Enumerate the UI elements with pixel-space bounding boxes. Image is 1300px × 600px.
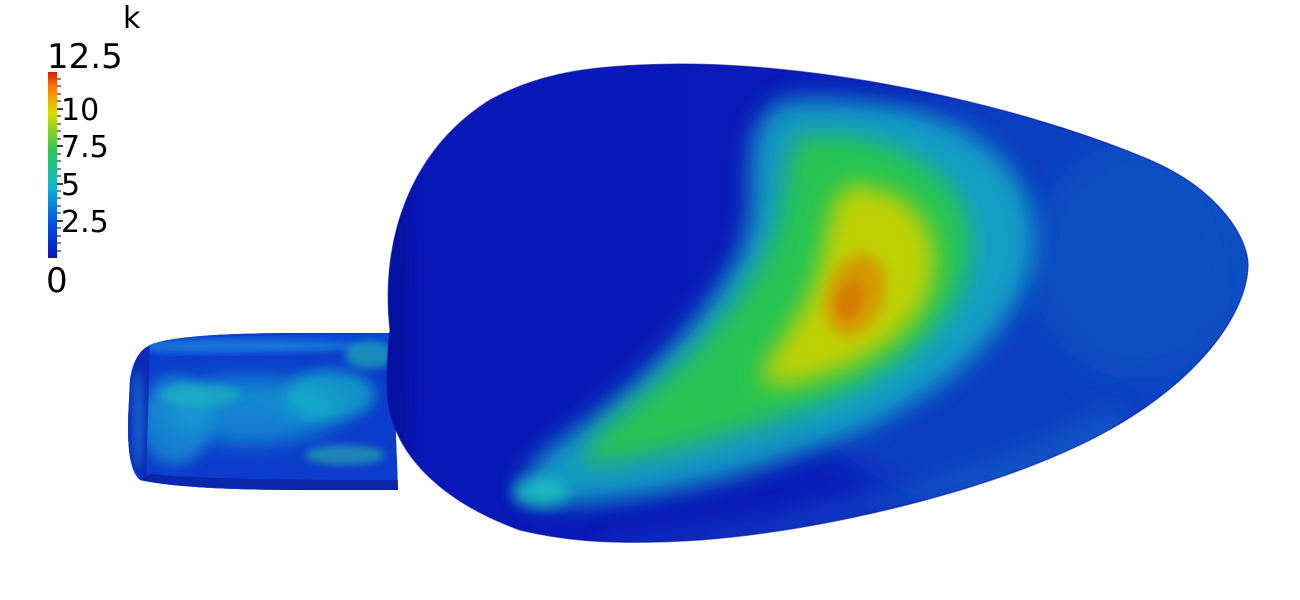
color-legend	[48, 72, 63, 258]
color-legend-bar	[48, 72, 57, 258]
mirror-housing	[128, 333, 398, 490]
color-legend-tick-label: 2.5	[61, 205, 109, 240]
color-legend-tick-label: 5	[61, 168, 81, 203]
color-legend-title: k	[123, 1, 141, 36]
color-legend-min-label: 0	[46, 261, 68, 301]
color-legend-tick-label: 7.5	[61, 130, 109, 165]
color-legend-max-label: 12.5	[47, 37, 123, 77]
color-legend-major-ticks	[57, 108, 63, 222]
mirror-shell	[386, 63, 1249, 543]
color-legend-minor-ticks	[57, 78, 61, 252]
color-legend-tick-label: 10	[61, 93, 100, 128]
